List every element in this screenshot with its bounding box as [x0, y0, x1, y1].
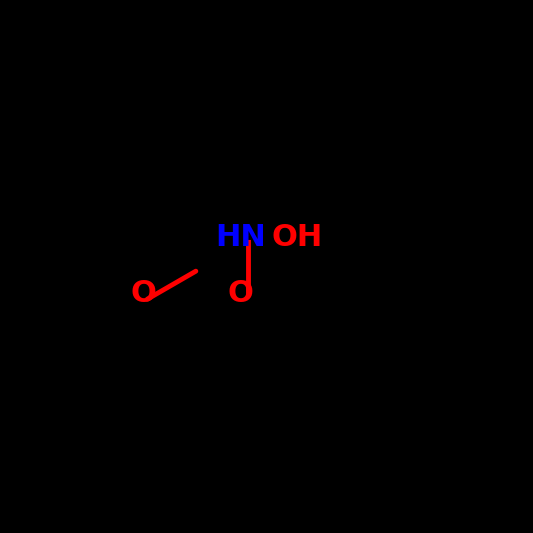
Text: OH: OH [271, 223, 322, 252]
Text: O: O [228, 279, 254, 308]
Text: HN: HN [215, 223, 266, 252]
Text: O: O [131, 279, 157, 308]
